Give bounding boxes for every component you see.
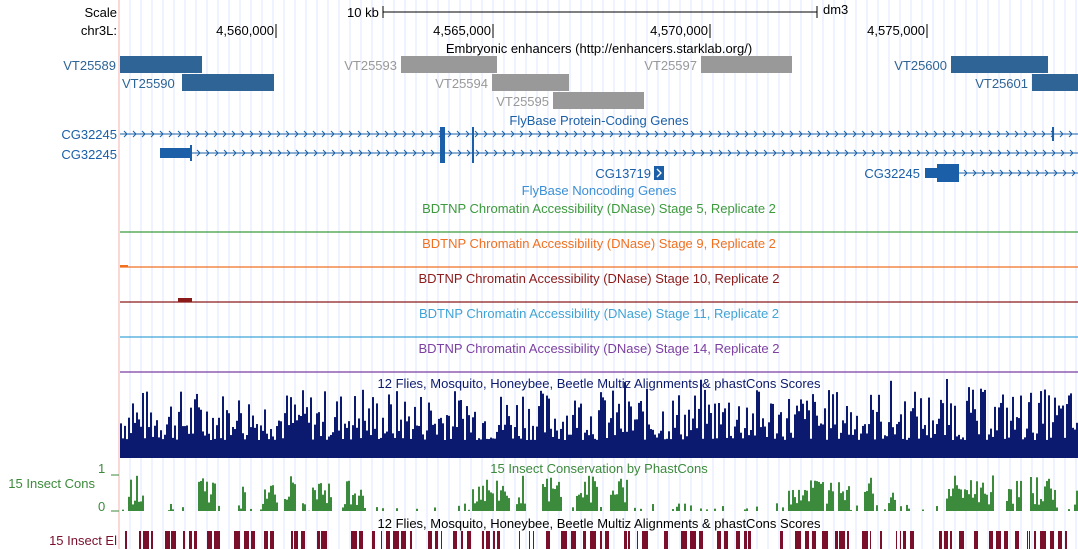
gene-exon: [925, 168, 937, 178]
strand-chevrons: [196, 149, 1074, 157]
ruler-position: 4,575,000: [867, 23, 925, 38]
enhancer-box-vt25595[interactable]: [553, 92, 644, 109]
enhancer-label-vt25595[interactable]: VT25595: [496, 94, 549, 109]
gene-exon-cg13719: [654, 166, 664, 180]
dnase-tracks[interactable]: [120, 231, 1078, 373]
multiz-conservation-wiggle[interactable]: [120, 378, 1078, 458]
gene-exon: [472, 127, 474, 163]
protein-coding-genes-track[interactable]: [120, 127, 1078, 163]
enhancer-box-vt25594[interactable]: [492, 74, 569, 91]
dnase-stage-14-title[interactable]: BDTNP Chromatin Accessibility (DNase) St…: [418, 341, 780, 356]
dnase-stage-11-title[interactable]: BDTNP Chromatin Accessibility (DNase) St…: [418, 306, 780, 321]
dnase-signal-bump: [120, 265, 128, 267]
ruler: [275, 6, 928, 38]
enhancer-label-vt25600[interactable]: VT25600: [894, 58, 947, 73]
enhancer-label-vt25590[interactable]: VT25590: [122, 76, 175, 91]
enhancer-box-vt25590[interactable]: [182, 74, 274, 91]
side-label-cg32245[interactable]: CG32245: [61, 127, 117, 142]
dnase-stage-10-title[interactable]: BDTNP Chromatin Accessibility (DNase) St…: [418, 271, 780, 286]
strand-chevrons: [123, 130, 1073, 138]
scale-bar-label: 10 kb: [347, 5, 379, 20]
side-label-cg32245[interactable]: CG32245: [61, 147, 117, 162]
axis-max-label: 1: [98, 461, 106, 476]
enhancer-label-vt25593[interactable]: VT25593: [344, 58, 397, 73]
gene-exon: [160, 148, 190, 158]
enhancer-label-vt25589[interactable]: VT25589: [63, 58, 116, 73]
gene-exon: [440, 127, 445, 163]
enhancer-box-vt25597[interactable]: [701, 56, 792, 73]
multiz-track-title[interactable]: 12 Flies, Mosquito, Honeybee, Beetle Mul…: [377, 376, 821, 391]
phastcons-axis: [111, 474, 119, 512]
gene-exon: [937, 164, 959, 182]
conserved-elements-track[interactable]: [125, 531, 1067, 549]
side-label-insect-el[interactable]: 15 Insect El: [49, 533, 117, 548]
gene-label-cg13719[interactable]: CG13719: [595, 166, 651, 181]
enhancer-label-vt25594[interactable]: VT25594: [435, 76, 488, 91]
enhancers-track-title[interactable]: Embryonic enhancers (http://enhancers.st…: [445, 41, 753, 56]
ruler-position: 4,565,000: [433, 23, 491, 38]
chrom-label: chr3L:: [80, 23, 117, 38]
phastcons-wiggle[interactable]: [122, 475, 1078, 511]
dnase-signal-bump: [178, 298, 192, 302]
ruler-position: 4,570,000: [650, 23, 708, 38]
strand-chevrons: [963, 169, 1076, 177]
enhancer-label-vt25601[interactable]: VT25601: [975, 76, 1028, 91]
protein-coding-track-title[interactable]: FlyBase Protein-Coding Genes: [509, 113, 689, 128]
enhancer-box-vt25589[interactable]: [120, 56, 202, 73]
dnase-stage-5-title[interactable]: BDTNP Chromatin Accessibility (DNase) St…: [422, 201, 776, 216]
enhancer-box-vt25593[interactable]: [401, 56, 497, 73]
noncoding-track-title[interactable]: FlyBase Noncoding Genes: [521, 183, 677, 198]
gene-exon: [190, 145, 192, 161]
assembly-label: dm3: [823, 2, 849, 17]
noncoding-genes-track[interactable]: [654, 164, 1078, 182]
scale-label: Scale: [84, 5, 117, 20]
ruler-position: 4,560,000: [216, 23, 274, 38]
gene-label-cg32245[interactable]: CG32245: [864, 166, 920, 181]
gene-exon: [1052, 127, 1054, 141]
enhancer-label-vt25597[interactable]: VT25597: [644, 58, 697, 73]
elements-track-title[interactable]: 12 Flies, Mosquito, Honeybee, Beetle Mul…: [377, 516, 821, 531]
chevron-right-icon: [656, 168, 662, 178]
side-label-insect-cons[interactable]: 15 Insect Cons: [8, 476, 95, 491]
enhancer-track[interactable]: [120, 56, 1078, 109]
enhancer-box-vt25601[interactable]: [1032, 74, 1078, 91]
axis-min-label: 0: [98, 499, 106, 514]
phastcons-track-title[interactable]: 15 Insect Conservation by PhastCons: [490, 461, 708, 476]
enhancer-box-vt25600[interactable]: [951, 56, 1048, 73]
dnase-stage-9-title[interactable]: BDTNP Chromatin Accessibility (DNase) St…: [422, 236, 776, 251]
